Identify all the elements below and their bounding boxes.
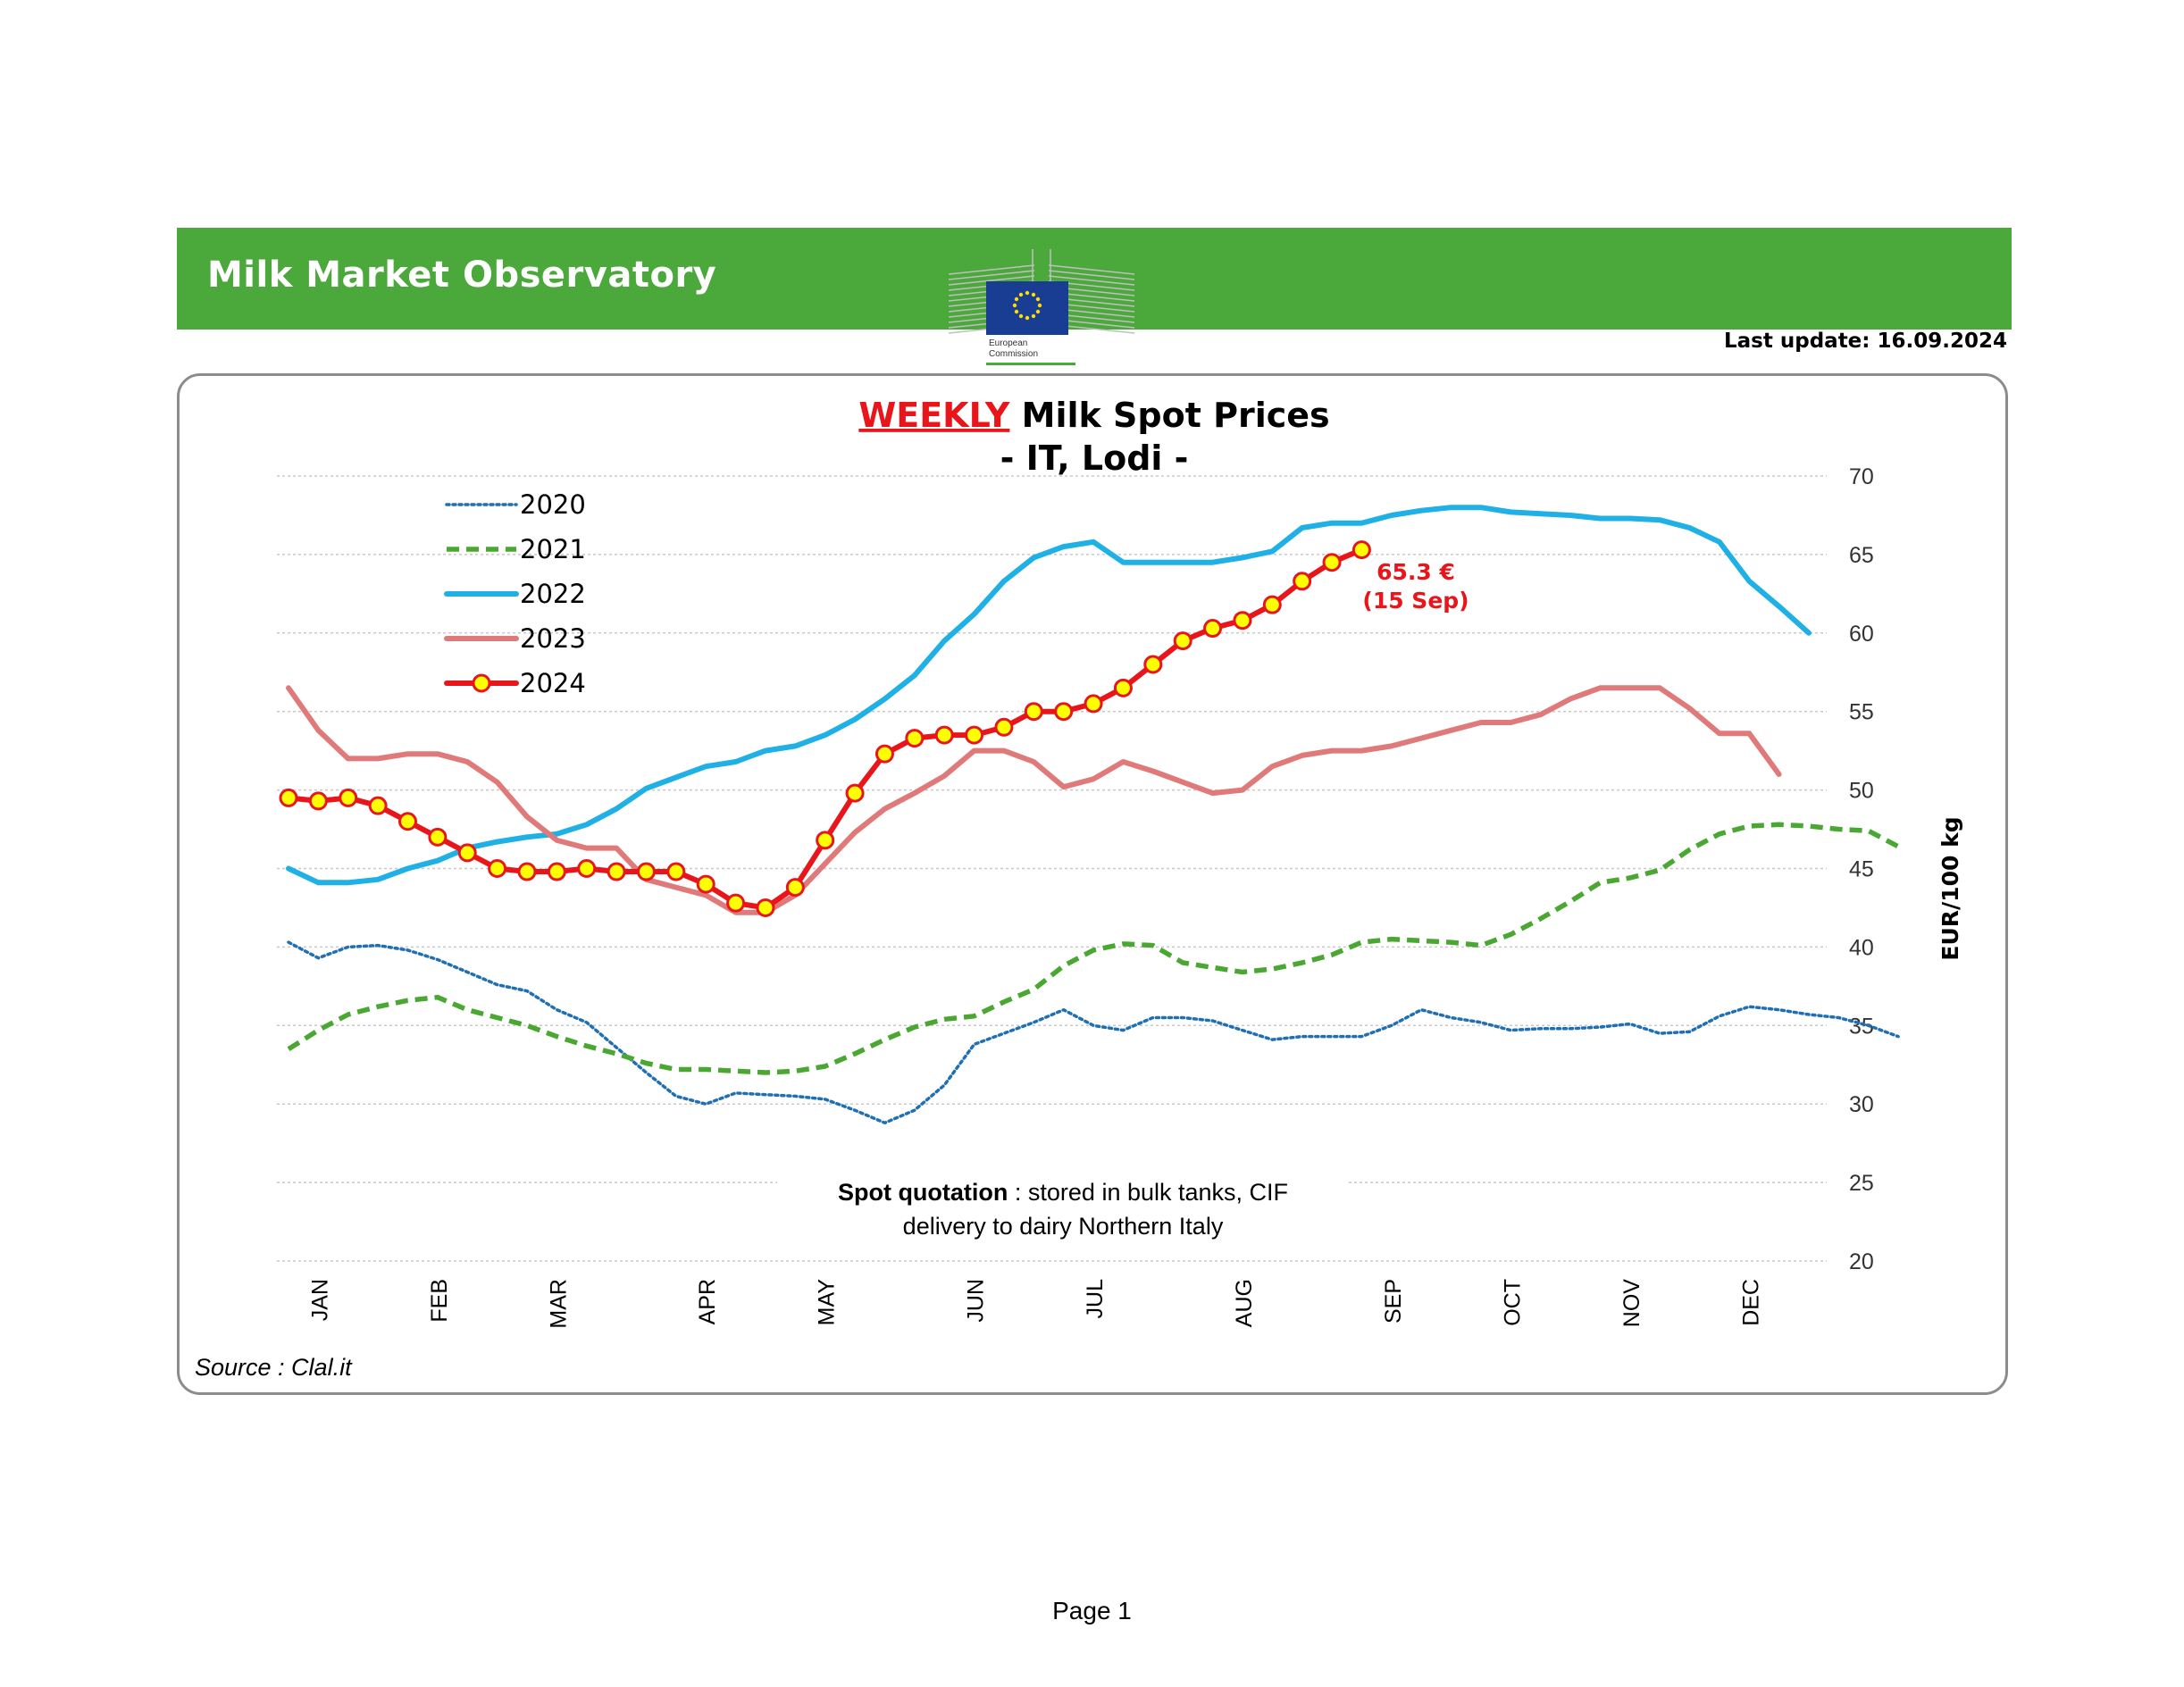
y-tick-label: 55 [1849, 700, 1874, 725]
series-line-2022 [286, 505, 1812, 886]
chart-subtitle: - IT, Lodi - [1000, 438, 1189, 478]
x-tick-label: DEC [1738, 1279, 1763, 1326]
data-point-2024 [1054, 702, 1074, 722]
x-tick-label: JUL [1083, 1279, 1108, 1319]
source-label: Source : Clal.it [195, 1354, 352, 1381]
annotation-line1: 65.3 € [1377, 559, 1455, 585]
data-point-2024 [428, 827, 448, 847]
data-point-2024 [874, 744, 894, 764]
data-point-2024 [636, 862, 656, 881]
data-point-2024 [696, 874, 715, 894]
y-tick-label: 20 [1849, 1249, 1874, 1274]
data-point-2024 [308, 791, 328, 811]
chart-title-rest: Milk Spot Prices [1009, 396, 1329, 435]
spot-quotation-note: Spot quotation : stored in bulk tanks, C… [777, 1175, 1349, 1243]
data-point-2024 [1143, 655, 1163, 674]
x-tick-label: SEP [1381, 1279, 1406, 1324]
note-bold: Spot quotation [837, 1179, 1008, 1206]
last-update: Last update: 16.09.2024 [1724, 330, 2007, 353]
data-point-2024 [905, 729, 925, 748]
series-line-2023 [286, 685, 1782, 915]
legend-marker-2024 [472, 673, 491, 693]
data-point-2024 [1113, 678, 1133, 697]
data-point-2024 [1262, 595, 1282, 614]
series-line-2021 [287, 822, 1900, 1075]
x-tick-label: AUG [1232, 1279, 1257, 1327]
data-point-2024 [726, 893, 746, 913]
data-point-2024 [279, 788, 298, 807]
legend-label-2021: 2021 [520, 534, 586, 564]
data-point-2024 [1024, 702, 1043, 722]
chart-title: WEEKLY Milk Spot Prices [858, 396, 1329, 435]
note-text1: : stored in bulk tanks, CIF [1008, 1179, 1289, 1206]
legend-label-2020: 2020 [520, 489, 586, 520]
data-point-2024 [547, 862, 566, 881]
x-tick-label: JUN [964, 1279, 989, 1323]
data-point-2024 [457, 843, 477, 863]
data-point-2024 [965, 725, 984, 745]
data-point-2024 [785, 878, 805, 898]
data-point-2024 [1084, 694, 1103, 714]
data-point-2024 [1233, 611, 1252, 631]
series-layer [279, 505, 1900, 1125]
data-point-2024 [577, 859, 597, 878]
data-point-2024 [1293, 572, 1312, 591]
data-point-2024 [517, 862, 537, 881]
logo-text-line1: European [989, 338, 1027, 348]
data-point-2024 [368, 796, 388, 815]
app-title: Milk Market Observatory [207, 255, 717, 296]
y-tick-label: 45 [1849, 857, 1874, 882]
european-commission-logo: European Commission [948, 249, 1135, 365]
x-tick-label: MAR [546, 1279, 571, 1329]
x-tick-label: OCT [1500, 1279, 1525, 1326]
y-tick-label: 60 [1849, 622, 1874, 647]
data-point-2024 [488, 859, 507, 878]
y-tick-label: 70 [1849, 464, 1874, 489]
data-point-2024 [607, 862, 626, 881]
y-tick-label: 65 [1849, 543, 1874, 568]
data-point-2024 [934, 725, 954, 745]
y-axis-label: EUR/100 kg [1937, 816, 1963, 960]
x-tick-label: APR [695, 1279, 720, 1324]
note-text2: delivery to dairy Northern Italy [902, 1213, 1224, 1240]
data-point-2024 [1203, 619, 1223, 639]
chart-title-highlight: WEEKLY [858, 396, 1010, 435]
grid-lines [277, 475, 1827, 1262]
y-tick-label: 30 [1849, 1092, 1874, 1117]
chart-frame [177, 373, 2008, 1395]
series-line-2020 [287, 940, 1900, 1125]
x-tick-label: JAN [307, 1279, 332, 1321]
data-point-2024 [1173, 631, 1192, 651]
data-point-2024 [666, 862, 686, 881]
logo-text-line2: Commission [989, 349, 1038, 359]
annotation-line2: (15 Sep) [1362, 588, 1469, 614]
data-point-2024 [816, 831, 835, 850]
legend: 2020 2021 2022 2023 2024 [444, 489, 586, 698]
page-number: Page 1 [1052, 1597, 1132, 1624]
legend-label-2022: 2022 [520, 579, 586, 609]
y-tick-label: 40 [1849, 935, 1874, 960]
x-tick-label: MAY [815, 1279, 840, 1326]
data-point-2024 [397, 812, 417, 831]
data-point-2024 [1322, 553, 1342, 572]
legend-label-2023: 2023 [520, 623, 586, 654]
x-tick-label: NOV [1619, 1279, 1644, 1328]
x-tick-label: FEB [427, 1279, 452, 1323]
data-point-2024 [339, 788, 358, 807]
data-point-2024 [756, 898, 775, 917]
y-tick-label: 25 [1849, 1171, 1874, 1196]
y-tick-label: 50 [1849, 779, 1874, 804]
x-tick-labels: JAN FEB MAR APR MAY JUN JUL AUG SEP OCT NOV DEC [307, 1279, 1763, 1329]
data-point-2024 [845, 783, 865, 803]
legend-label-2024: 2024 [520, 668, 586, 698]
data-point-2024 [994, 717, 1014, 737]
eu-stars-icon [1012, 290, 1042, 321]
data-point-2024 [1351, 540, 1371, 560]
